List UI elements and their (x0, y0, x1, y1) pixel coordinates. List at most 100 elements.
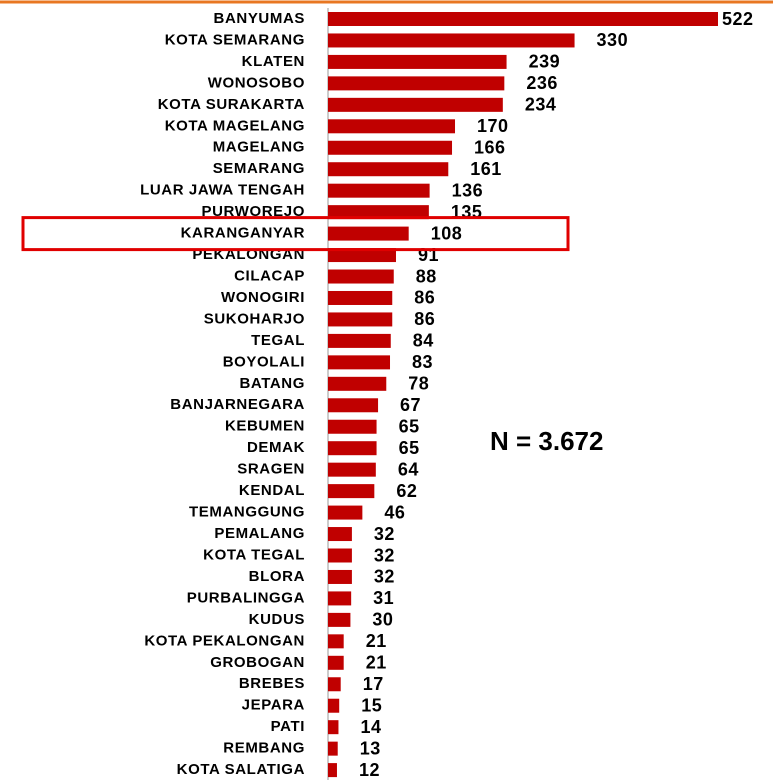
category-label: TEGAL (251, 332, 305, 349)
value-label: 136 (452, 180, 484, 200)
category-label: TEMANGGUNG (189, 504, 305, 521)
category-label: BREBES (239, 675, 305, 692)
bar (328, 741, 338, 756)
bar (328, 548, 352, 563)
category-label: KUDUS (249, 611, 305, 628)
category-label: LUAR JAWA TENGAH (140, 182, 305, 199)
category-label: SUKOHARJO (204, 310, 305, 327)
category-label: GROBOGAN (210, 654, 305, 671)
value-label: 46 (384, 502, 405, 522)
bar (328, 655, 344, 670)
bar (328, 12, 718, 26)
value-label: 166 (474, 138, 506, 158)
value-label: 21 (366, 653, 387, 673)
bar (328, 720, 339, 735)
value-label: 88 (416, 266, 437, 286)
category-label: KARANGANYAR (181, 225, 305, 242)
bar (328, 612, 351, 627)
value-label: 14 (360, 717, 381, 737)
value-label: 30 (372, 610, 393, 630)
category-label: REMBANG (223, 740, 305, 757)
highlight-box (21, 216, 570, 252)
value-label: 67 (400, 395, 421, 415)
bar (328, 355, 391, 370)
value-label: 62 (396, 481, 417, 501)
category-label: CILACAP (234, 267, 305, 284)
bar (328, 462, 376, 477)
category-label: PURBALINGGA (187, 589, 305, 606)
category-label: PATI (271, 718, 305, 735)
category-label: WONOGIRI (221, 289, 305, 306)
value-label: 234 (525, 95, 557, 115)
category-label: MAGELANG (213, 139, 305, 156)
bar (328, 527, 352, 542)
bar (328, 441, 377, 456)
bar (328, 505, 363, 520)
category-label: KOTA MAGELANG (165, 117, 305, 134)
category-label: KOTA SURAKARTA (158, 96, 305, 113)
value-label: 32 (374, 524, 395, 544)
bar (328, 376, 387, 391)
value-label: 13 (360, 738, 381, 758)
value-label: 86 (414, 309, 435, 329)
bar (328, 76, 505, 91)
bar (328, 290, 393, 305)
category-label: JEPARA (242, 697, 305, 714)
value-label: 17 (363, 674, 384, 694)
category-label: BANJARNEGARA (170, 396, 305, 413)
category-label: PEMALANG (214, 525, 305, 542)
bar (328, 698, 340, 713)
value-label: 12 (359, 760, 380, 780)
value-label: 91 (418, 245, 439, 265)
value-label: 161 (470, 159, 502, 179)
value-label: 31 (373, 588, 394, 608)
value-label: 78 (408, 374, 429, 394)
bar (328, 54, 507, 69)
value-label: 83 (412, 352, 433, 372)
bar (328, 569, 352, 584)
category-label: KOTA SALATIGA (177, 761, 305, 778)
value-label: 170 (477, 116, 509, 136)
category-label: SEMARANG (213, 160, 305, 177)
value-label: 330 (597, 30, 629, 50)
annotation: N = 3.672 (490, 426, 603, 456)
value-label: 236 (526, 73, 558, 93)
value-label: 522 (722, 9, 754, 29)
bar (328, 119, 456, 134)
category-label: BANYUMAS (214, 10, 305, 27)
category-label: KLATEN (242, 53, 305, 70)
category-label: WONOSOBO (208, 74, 305, 91)
bar (328, 763, 337, 778)
value-label: 84 (413, 331, 434, 351)
category-label: KOTA PEKALONGAN (144, 632, 305, 649)
bar (328, 591, 352, 606)
bar (328, 677, 341, 692)
value-label: 64 (398, 459, 419, 479)
category-label: SRAGEN (237, 461, 305, 478)
bar (328, 226, 409, 241)
value-label: 86 (414, 288, 435, 308)
bar (328, 333, 391, 348)
bar (328, 269, 394, 284)
category-label: KOTA TEGAL (203, 546, 305, 563)
value-label: 65 (399, 416, 420, 436)
bar (328, 312, 393, 327)
category-label: DEMAK (247, 439, 305, 456)
bar (328, 398, 379, 413)
bar (328, 248, 396, 263)
category-label: KEBUMEN (225, 418, 305, 435)
category-label: KENDAL (239, 482, 305, 499)
category-label: KOTA SEMARANG (165, 31, 305, 48)
value-label: 239 (529, 52, 561, 72)
value-label: 21 (366, 631, 387, 651)
bar (328, 97, 503, 112)
bar (328, 484, 375, 499)
bar (328, 634, 344, 649)
category-label: BATANG (239, 375, 305, 392)
bar (328, 33, 575, 48)
category-label: BLORA (249, 568, 305, 585)
value-label: 32 (374, 567, 395, 587)
value-label: 15 (361, 695, 382, 715)
value-label: 32 (374, 545, 395, 565)
bar (328, 183, 430, 198)
